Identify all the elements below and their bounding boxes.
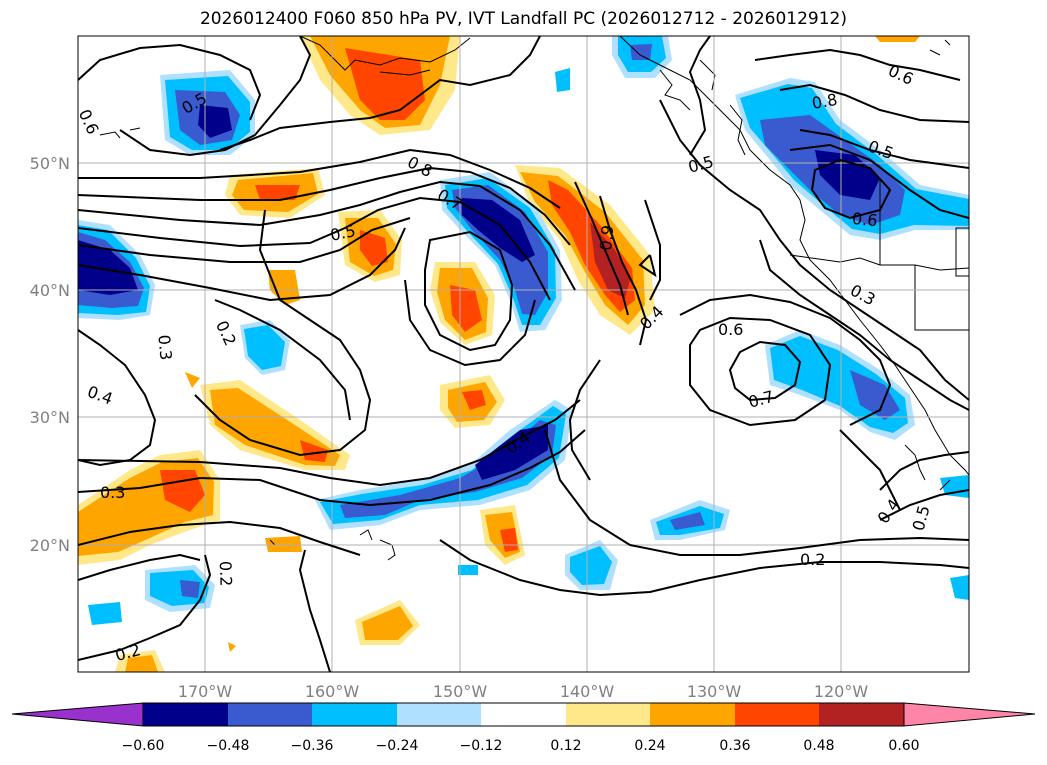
colorbar-extend-high	[903, 702, 1036, 727]
colorbar-tick-label: 0.36	[719, 738, 750, 754]
contour-label: 0.9	[596, 224, 617, 251]
colorbar-tick-label: −0.36	[291, 738, 334, 754]
lon-tick-label: 120°W	[814, 682, 869, 701]
contour-label: 0.8	[404, 152, 435, 181]
latitude-tick-labels: 20°N 30°N 40°N 50°N	[30, 154, 70, 555]
colorbar-tick-label: −0.60	[122, 738, 165, 754]
colorbar-segment	[650, 703, 735, 726]
colorbar-tick-label: −0.48	[207, 738, 250, 754]
lon-tick-label: 130°W	[687, 682, 742, 701]
lat-tick-label: 30°N	[30, 408, 70, 427]
lat-tick-label: 50°N	[30, 154, 70, 173]
contour-label: 0.3	[154, 334, 175, 361]
colorbar-segment	[481, 703, 566, 726]
negative-anomaly-subtropical	[315, 400, 730, 590]
coastlines	[99, 36, 969, 561]
lon-tick-label: 140°W	[560, 682, 615, 701]
colorbar: −0.60 −0.48 −0.36 −0.24 −0.12 0.12 0.24 …	[11, 702, 1036, 754]
longitude-tick-labels: 170°W 160°W 150°W 140°W 130°W 120°W	[178, 682, 869, 701]
contour-label: 0.4	[85, 382, 115, 409]
colorbar-tick-label: 0.12	[550, 738, 581, 754]
negative-anomaly-coastal	[555, 36, 969, 600]
lat-tick-label: 20°N	[30, 536, 70, 555]
contour-label: 0.5	[909, 503, 934, 533]
colorbar-segment	[312, 703, 397, 726]
colorbar-segment	[819, 703, 904, 726]
contour-label: 0.7	[746, 387, 776, 412]
contour-label: 0.8	[810, 90, 838, 113]
positive-anomaly-sw	[78, 36, 920, 672]
contour-label: 0.6	[718, 320, 743, 339]
colorbar-segment	[735, 703, 819, 726]
positive-anomaly-nw	[300, 36, 460, 135]
contour-label: 0.2	[216, 561, 236, 587]
contour-label: 0.5	[328, 221, 357, 245]
colorbar-tick-label: 0.60	[888, 738, 919, 754]
contour-label: 0.2	[212, 318, 240, 349]
lat-tick-label: 40°N	[30, 281, 70, 300]
lon-tick-label: 150°W	[433, 682, 488, 701]
colorbar-segment	[566, 703, 650, 726]
colorbar-tick-label: −0.12	[460, 738, 503, 754]
contour-label: 0.6	[75, 106, 103, 137]
positive-anomaly-central	[515, 165, 655, 335]
colorbar-tick-label: 0.24	[634, 738, 665, 754]
colorbar-tick-label: −0.24	[376, 738, 419, 754]
colorbar-extend-low	[11, 702, 144, 727]
pc-contours	[78, 36, 969, 672]
contour-label: 0.3	[100, 483, 125, 502]
map-title: 2026012400 F060 850 hPa PV, IVT Landfall…	[199, 9, 847, 29]
lon-tick-label: 170°W	[178, 682, 233, 701]
colorbar-segment	[228, 703, 312, 726]
colorbar-frame	[142, 702, 905, 727]
contour-label: 0.4	[874, 495, 904, 527]
shaded-anomaly-fields	[78, 36, 969, 672]
contour-label: 0.2	[800, 550, 825, 569]
colorbar-tick-label: 0.48	[803, 738, 834, 754]
colorbar-segment	[143, 703, 228, 726]
lon-tick-label: 160°W	[305, 682, 360, 701]
map-frame	[77, 35, 970, 673]
contour-label: 0.6	[851, 209, 878, 230]
colorbar-segment	[397, 703, 481, 726]
